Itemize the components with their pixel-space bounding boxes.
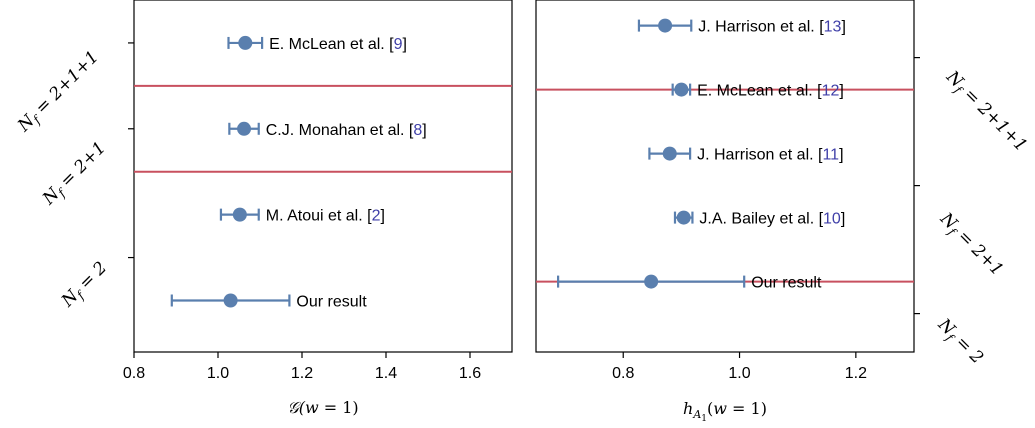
x-tick-label: 1.6 <box>459 365 481 382</box>
entry-label: M. Atoui et al. [2] <box>266 208 385 225</box>
entry-label: J.A. Bailey et al. [10] <box>699 211 845 228</box>
entry-label: C.J. Monahan et al. [8] <box>266 122 427 139</box>
group-label: Nf = 2+1+1 <box>940 66 1031 157</box>
entry-label: E. McLean et al. [9] <box>269 36 407 53</box>
group-label: Nf = 2 <box>57 258 112 313</box>
entry-label: Our result <box>751 275 822 292</box>
x-tick-label: 0.8 <box>123 365 145 382</box>
x-tick-label: 1.2 <box>845 365 867 382</box>
right-x-axis-label: hA1(w = 1) <box>683 399 767 424</box>
entry-label: J. Harrison et al. [11] <box>697 147 843 164</box>
x-tick-label: 1.4 <box>375 365 397 382</box>
entry-label: J. Harrison et al. [13] <box>698 19 846 36</box>
group-label: Nf = 2+1 <box>38 138 111 211</box>
data-point <box>223 293 238 308</box>
data-point <box>238 35 253 50</box>
data-point <box>644 274 659 289</box>
right-plot-frame <box>535 0 915 353</box>
data-point <box>674 82 689 97</box>
x-tick-label: 1.0 <box>728 365 750 382</box>
group-label: Nf = 2+1 <box>934 208 1007 281</box>
data-point <box>662 146 677 161</box>
left-plot-frame <box>133 0 513 353</box>
entry-label: E. McLean et al. [12] <box>697 83 844 100</box>
left-panel: E. McLean et al. [9] C.J. Monahan et al. … <box>13 0 513 417</box>
data-point <box>237 121 252 136</box>
data-point <box>658 18 673 33</box>
left-x-axis-label: 𝒢(w = 1) <box>287 398 358 417</box>
group-label: Nf = 2+1+1 <box>13 47 104 138</box>
data-point <box>232 207 247 222</box>
x-tick-label: 1.2 <box>291 365 313 382</box>
data-point <box>676 210 691 225</box>
x-tick-label: 1.0 <box>207 365 229 382</box>
x-tick-label: 0.8 <box>612 365 634 382</box>
group-label: Nf = 2 <box>932 314 987 369</box>
entry-label: Our result <box>296 293 367 310</box>
right-panel: J. Harrison et al. [13] E. McLean et al. … <box>535 0 1031 424</box>
